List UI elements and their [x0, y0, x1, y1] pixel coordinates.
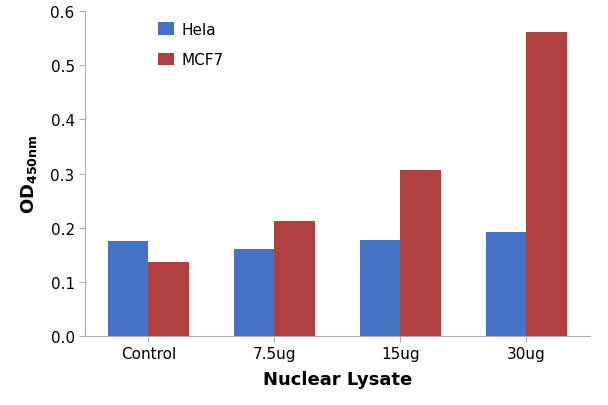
Bar — [108, 242, 148, 336]
Bar — [234, 250, 274, 336]
X-axis label: Nuclear Lysate: Nuclear Lysate — [263, 370, 412, 388]
Bar — [360, 240, 401, 336]
Bar — [274, 221, 315, 336]
Bar — [486, 232, 527, 336]
Bar — [148, 262, 188, 336]
Bar — [527, 33, 567, 336]
Bar — [401, 171, 441, 336]
Y-axis label: $\mathbf{OD}$$_{\mathbf{450nm}}$: $\mathbf{OD}$$_{\mathbf{450nm}}$ — [19, 134, 40, 214]
Legend: Hela, MCF7: Hela, MCF7 — [158, 23, 223, 68]
